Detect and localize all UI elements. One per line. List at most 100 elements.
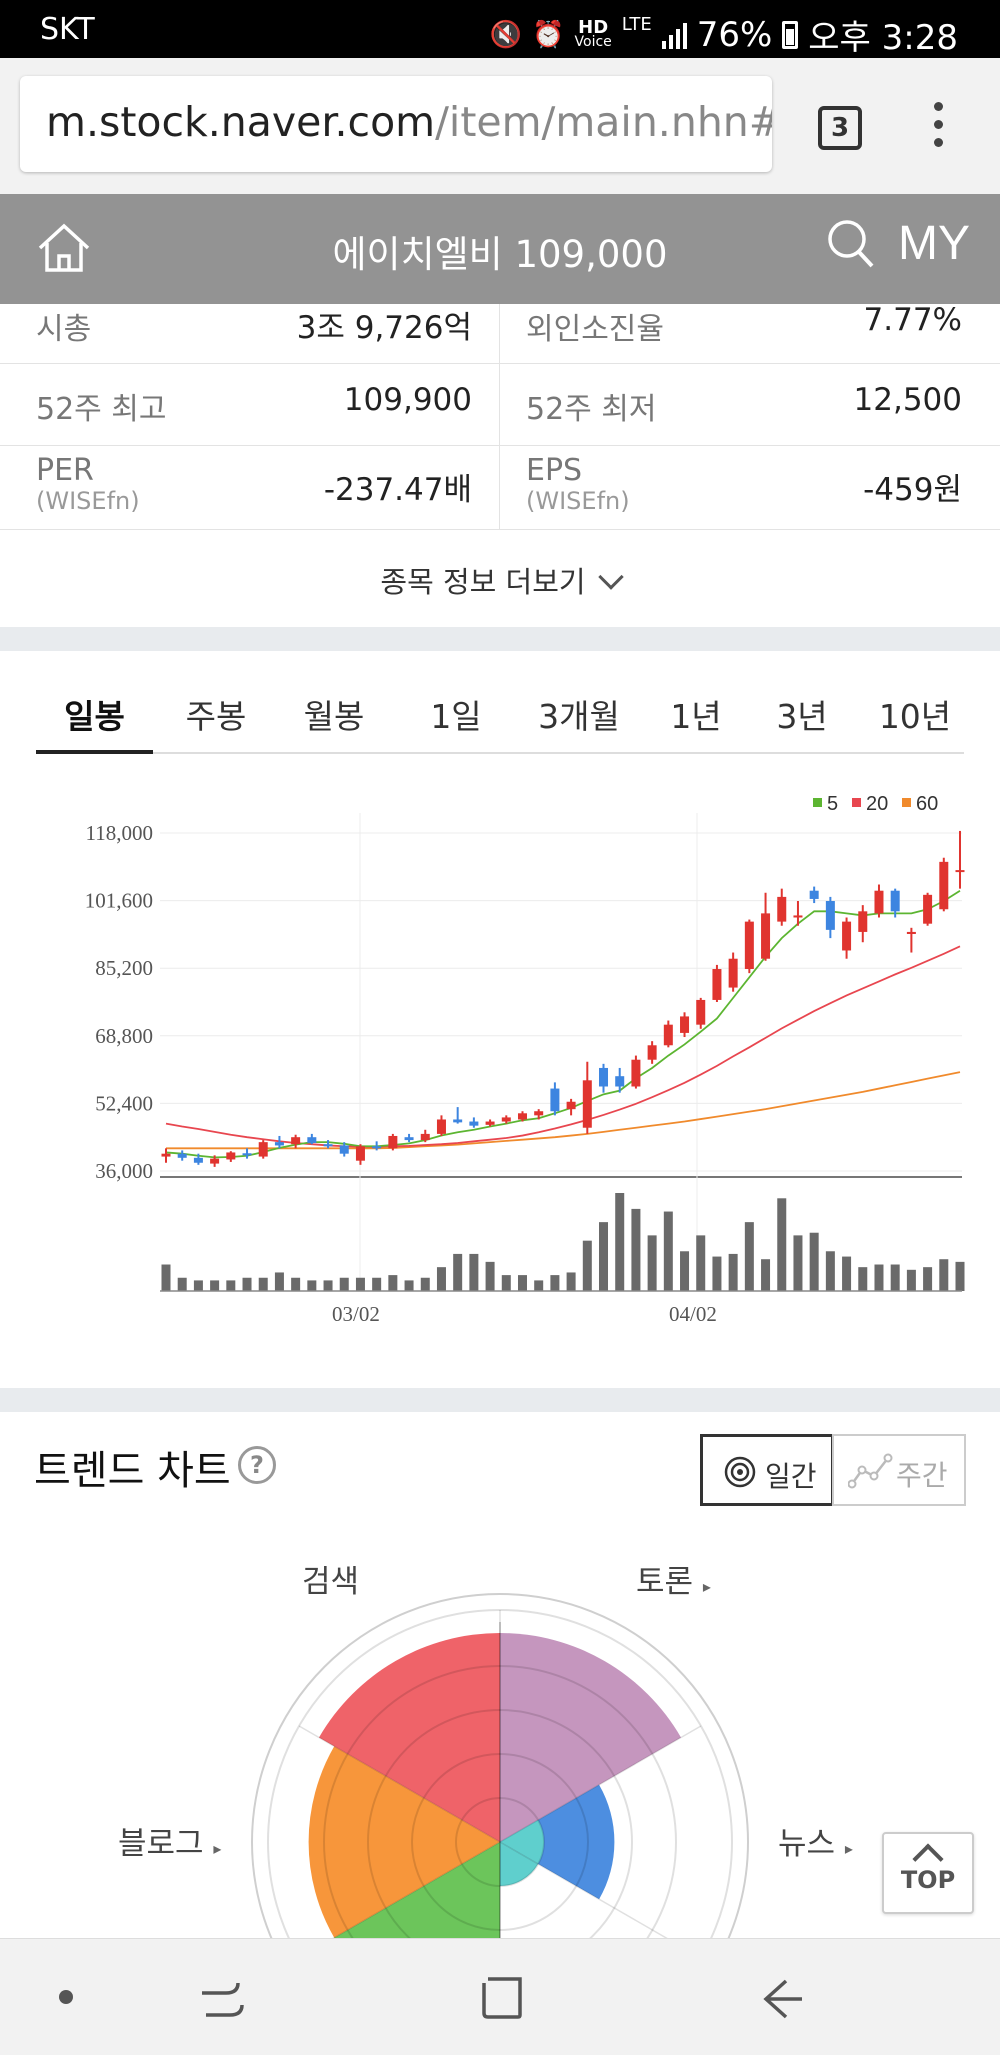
tab-3years[interactable]: 3년 (776, 697, 828, 736)
market-cap-label: 시총 (36, 312, 92, 347)
overflow-menu-icon[interactable] (934, 102, 946, 156)
candle-body (566, 1101, 576, 1110)
alarm-icon: ⏰ (532, 19, 565, 50)
candle-body (355, 1146, 365, 1161)
home-nav-icon[interactable] (480, 1975, 524, 2025)
volume-bar (874, 1264, 884, 1291)
candle-body (193, 1157, 203, 1163)
legend-swatch-60 (902, 798, 911, 807)
52w-low-value: 12,500 (853, 382, 962, 418)
help-icon[interactable]: ? (238, 1446, 276, 1484)
legend-swatch-5 (813, 798, 822, 807)
radar-label-discussion[interactable]: 토론 ▸ (636, 1564, 711, 1600)
back-nav-icon[interactable] (760, 1975, 806, 2025)
candle-body (339, 1145, 349, 1154)
volume-bar (582, 1240, 592, 1291)
chart-legend: 5 20 60 (813, 793, 938, 815)
radar-label-blog[interactable]: 블로그 ▸ (118, 1826, 222, 1862)
candle-body (404, 1137, 414, 1141)
volume-bar (210, 1280, 220, 1291)
volume-bar (680, 1251, 690, 1291)
more-info-button[interactable]: 종목 정보 더보기 (0, 525, 1000, 625)
toggle-daily[interactable]: 일간 (700, 1434, 834, 1506)
tab-switcher-button[interactable]: 3 (818, 106, 862, 150)
info-row: 시총 3조 9,726억 외인소진율 7.77% (0, 302, 1000, 364)
volume-bar (161, 1264, 171, 1291)
volume-bar (420, 1277, 430, 1291)
recent-apps-icon[interactable] (198, 1975, 246, 2025)
volume-bar (793, 1235, 803, 1291)
volume-bar (955, 1261, 965, 1291)
radar-label-news[interactable]: 뉴스 ▸ (778, 1826, 853, 1862)
tab-1day[interactable]: 1일 (430, 697, 482, 736)
tab-1year[interactable]: 1년 (670, 697, 722, 736)
volume-bar (631, 1208, 641, 1291)
volume-bar (404, 1280, 414, 1291)
radar-label-search: 검색 (302, 1564, 360, 1600)
candle-body (307, 1137, 317, 1143)
toggle-weekly-label: 주간 (896, 1459, 948, 1492)
candle-body (858, 911, 868, 932)
radar-spoke (298, 1725, 501, 1843)
radar-wedge-center-2 (500, 1820, 544, 1864)
volume-bar (534, 1280, 544, 1291)
candle-body (842, 921, 852, 951)
search-icon[interactable] (826, 218, 876, 274)
url-field[interactable]: m.stock.naver.com/item/main.nhn#/s (20, 76, 772, 172)
candle-body (501, 1117, 511, 1122)
volume-bar (890, 1264, 900, 1291)
candle-body (485, 1121, 495, 1125)
ma-line-ma60 (166, 1071, 961, 1150)
candle-body (534, 1111, 544, 1116)
volume-bar (728, 1253, 738, 1291)
volume-bar (436, 1267, 446, 1291)
nav-dot-icon[interactable] (59, 1990, 73, 2004)
radar-spoke (499, 1725, 702, 1843)
y-tick-label: 36,000 (95, 1159, 153, 1183)
my-button[interactable]: MY (898, 217, 970, 270)
tab-weekly[interactable]: 주봉 (185, 697, 247, 736)
candle-body (258, 1142, 268, 1157)
period-tabs: 일봉 주봉 월봉 1일 3개월 1년 3년 10년 (36, 690, 964, 754)
candle-body (453, 1119, 463, 1123)
y-tick-label: 68,800 (95, 1024, 153, 1048)
tab-3months[interactable]: 3개월 (538, 697, 620, 736)
volume-bar (712, 1256, 722, 1291)
candle-body (372, 1146, 382, 1149)
candle-body (161, 1153, 171, 1157)
legend-5: 5 (827, 793, 838, 815)
tab-10years[interactable]: 10년 (878, 697, 952, 736)
volume-bar (647, 1235, 657, 1291)
toggle-weekly[interactable]: 주간 (832, 1434, 966, 1506)
hd-voice-icon: HD Voice (574, 16, 612, 50)
volume-bar (226, 1280, 236, 1291)
radar-wedge-blog (308, 1746, 500, 1938)
candle-body (582, 1080, 592, 1128)
signal-icon (661, 21, 687, 49)
scroll-top-button[interactable]: TOP (882, 1832, 974, 1914)
url-path: /item/main.nhn#/s (435, 98, 772, 146)
x-tick-label: 03/02 (332, 1302, 380, 1326)
candle-body (436, 1119, 446, 1134)
price-chart[interactable]: 5 20 60 118,000 101,600 85,200 68,800 52,400… (0, 780, 1000, 1340)
candle-body (696, 999, 706, 1025)
tab-monthly[interactable]: 월봉 (303, 697, 365, 736)
foreign-ratio-value: 7.77% (863, 302, 962, 338)
candle-body (874, 890, 884, 914)
52w-low-label: 52주 최저 (526, 392, 657, 427)
ma-line-ma5 (165, 889, 961, 1159)
legend-60: 60 (916, 793, 938, 815)
more-info-label: 종목 정보 더보기 (380, 565, 586, 599)
market-cap-value: 3조 9,726억 (296, 310, 472, 346)
home-icon[interactable] (34, 218, 94, 282)
candle-body (615, 1076, 625, 1087)
candle-body (890, 890, 900, 912)
url-host: m.stock.naver.com (46, 98, 436, 146)
tab-daily[interactable]: 일봉 (36, 690, 153, 754)
status-bar: SKT 🔇 ⏰ HD Voice LTE 76% 오후 3:28 (0, 0, 1000, 58)
volume-bar (858, 1267, 868, 1291)
volume-bar (842, 1256, 852, 1291)
candle-body (744, 921, 754, 970)
candle-body (420, 1133, 430, 1141)
candle-body (906, 931, 916, 934)
